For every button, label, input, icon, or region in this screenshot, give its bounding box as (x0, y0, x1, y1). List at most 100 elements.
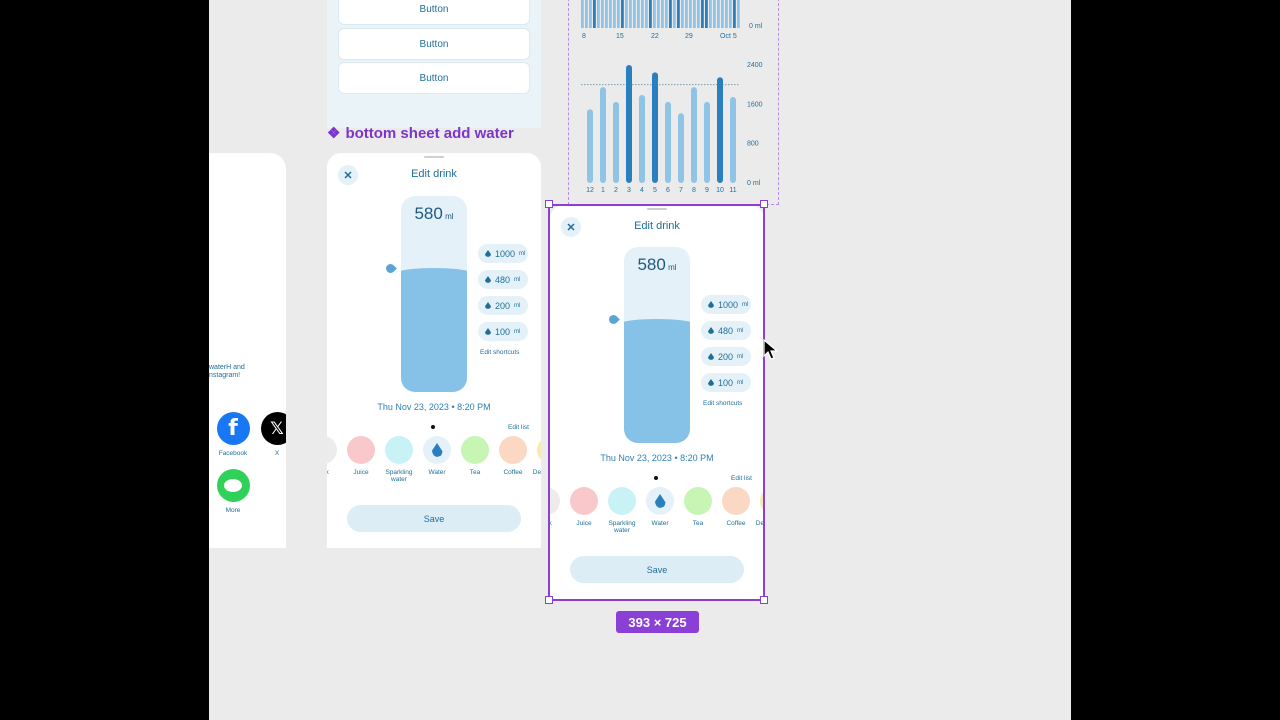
x-tick-label: 22 (651, 33, 659, 40)
facebook-icon: f (216, 412, 250, 445)
grab-handle[interactable] (647, 208, 667, 210)
edit-list-link[interactable]: Edit list (508, 424, 529, 431)
share-facebook[interactable]: f Facebook (213, 412, 253, 457)
shortcut-chip[interactable]: 100 ml (701, 373, 751, 392)
shortcut-chip[interactable]: 1000 ml (701, 295, 751, 314)
level-slider-handle[interactable] (607, 313, 620, 326)
water-drop-icon (654, 494, 666, 508)
strip-bar (733, 0, 736, 28)
amount-display: 580 ml (624, 255, 690, 275)
shortcut-chip[interactable]: 100 ml (478, 322, 528, 341)
y-tick-label: 800 (747, 141, 759, 148)
drink-option[interactable]: Juice (341, 436, 381, 476)
shortcut-chip[interactable]: 1000 ml (478, 244, 528, 263)
design-canvas[interactable]: Button Button Button ❖ bottom sheet add … (209, 0, 1071, 720)
drink-swatch (608, 487, 636, 515)
share-app-label: X (274, 450, 280, 457)
resize-handle-top-right[interactable] (760, 200, 768, 208)
drink-swatch (722, 487, 750, 515)
strip-bar (669, 0, 672, 28)
x-tick-label: 7 (679, 187, 683, 194)
drink-option[interactable]: Tea (678, 487, 718, 527)
chip-value: 1000 (495, 248, 516, 259)
date-time[interactable]: Thu Nov 23, 2023 • 8:20 PM (377, 402, 491, 412)
x-tick-label: 5 (653, 187, 657, 194)
chip-unit: ml (514, 328, 521, 335)
drink-option[interactable]: Coffee (716, 487, 756, 527)
hour-bar (626, 65, 632, 183)
edit-list-link[interactable]: Edit list (731, 475, 752, 482)
grab-handle[interactable] (424, 156, 444, 158)
water-bottle[interactable]: 580 ml (624, 247, 690, 443)
drink-option[interactable]: Milk (550, 487, 566, 527)
drink-option[interactable]: Decaf coffee (754, 487, 764, 527)
close-button[interactable]: ✕ (561, 217, 581, 237)
strip-bar (589, 0, 592, 28)
drink-option[interactable]: Sparkling water (602, 487, 642, 534)
x-tick-label: 2 (614, 187, 618, 194)
x-tick-label: 29 (685, 33, 693, 40)
shortcut-chip[interactable]: 200 ml (478, 296, 528, 315)
strip-bar (677, 0, 680, 28)
drink-option[interactable]: Tea (455, 436, 495, 476)
shortcut-chip[interactable]: 200 ml (701, 347, 751, 366)
share-message-line1: waterH and (209, 364, 245, 371)
strip-bar (725, 0, 728, 28)
drop-icon (485, 250, 491, 257)
date-time[interactable]: Thu Nov 23, 2023 • 8:20 PM (600, 453, 714, 463)
hour-bar (730, 96, 736, 183)
button-3[interactable]: Button (338, 62, 530, 94)
drink-label: Coffee (726, 520, 746, 527)
strip-bar (737, 0, 740, 28)
drink-swatch (385, 436, 413, 464)
save-button[interactable]: Save (570, 556, 744, 583)
drink-label: Juice (353, 469, 369, 476)
shortcut-chip[interactable]: 480 ml (701, 321, 751, 340)
frame-label[interactable]: ❖ bottom sheet add water (327, 124, 514, 143)
x-tick-label: 9 (705, 187, 709, 194)
strip-bar (673, 0, 676, 28)
drink-option[interactable]: Juice (564, 487, 604, 527)
sheet-title: Edit drink (634, 220, 680, 232)
chip-unit: ml (742, 301, 749, 308)
strip-bar (609, 0, 612, 28)
resize-handle-top-left[interactable] (545, 200, 553, 208)
share-app-label: More (225, 507, 241, 514)
save-button[interactable]: Save (347, 505, 521, 532)
drink-option[interactable]: Water (417, 436, 457, 476)
strip-bar (625, 0, 628, 28)
drink-option[interactable]: Water (640, 487, 680, 527)
drink-option[interactable]: Coffee (493, 436, 533, 476)
selection-size-badge: 393 × 725 (616, 611, 699, 633)
drink-option[interactable]: Milk (327, 436, 343, 476)
button-1[interactable]: Button (338, 0, 530, 25)
share-sheet-frame[interactable]: waterH and nstagram! f Facebook 𝕏 X More (209, 153, 286, 548)
resize-handle-bottom-right[interactable] (760, 596, 768, 604)
amount-unit: ml (445, 212, 454, 221)
y-tick-label: 0 ml (749, 23, 763, 30)
bottom-sheet-selected[interactable]: ✕ Edit drink 580 ml 1000 ml 480 ml 200 ml 1… (550, 205, 764, 600)
x-tick-label: 15 (616, 33, 624, 40)
edit-shortcuts-link[interactable]: Edit shortcuts (480, 349, 520, 356)
drink-label: Milk (327, 469, 329, 476)
shortcut-chip[interactable]: 480 ml (478, 270, 528, 289)
resize-handle-bottom-left[interactable] (545, 596, 553, 604)
share-x[interactable]: 𝕏 X (257, 412, 286, 457)
drink-label: Water (651, 520, 669, 527)
water-bottle[interactable]: 580 ml (401, 196, 467, 392)
level-slider-handle[interactable] (384, 262, 397, 275)
share-more[interactable]: More (213, 469, 253, 514)
chip-value: 100 (718, 377, 734, 388)
chip-unit: ml (514, 276, 521, 283)
close-button[interactable]: ✕ (338, 165, 358, 185)
bottom-sheet-left[interactable]: ✕ Edit drink 580 ml 1000 ml 480 ml 200 ml 1… (327, 153, 541, 548)
button-2[interactable]: Button (338, 28, 530, 60)
drink-option[interactable]: Decaf coffee (531, 436, 541, 476)
chip-unit: ml (737, 327, 744, 334)
drink-swatch (327, 436, 337, 464)
edit-shortcuts-link[interactable]: Edit shortcuts (703, 400, 743, 407)
strip-bar (621, 0, 624, 28)
drink-option[interactable]: Sparkling water (379, 436, 419, 483)
drink-label: Juice (576, 520, 592, 527)
